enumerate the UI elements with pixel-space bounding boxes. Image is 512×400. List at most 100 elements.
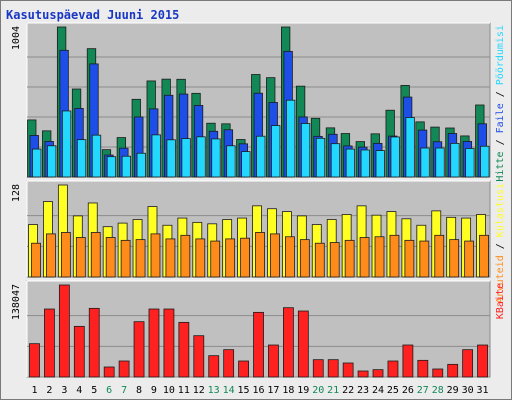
x-tick-label: 6 xyxy=(106,385,112,396)
bar-sites xyxy=(180,234,191,278)
bar-kbytes xyxy=(372,369,384,378)
legend-entry: Pöördumisi xyxy=(495,25,506,85)
bar-kbytes xyxy=(253,311,264,378)
bar-sites xyxy=(150,233,161,278)
x-tick-label: 8 xyxy=(136,385,142,396)
bar-pages xyxy=(450,142,460,178)
bar-pages xyxy=(211,138,221,178)
bar-pages xyxy=(47,145,57,178)
chart-panels: 1004 Hitte / Faile / Pöördumisi 128 Arvutei… xyxy=(11,22,506,378)
x-tick-label: 11 xyxy=(178,385,190,396)
bar-kbytes xyxy=(342,362,354,378)
bar-kbytes xyxy=(402,344,414,378)
bar-kbytes xyxy=(208,355,220,378)
legend-separator: / xyxy=(495,237,506,255)
bar-sites xyxy=(314,242,325,278)
bar-sites xyxy=(285,236,295,278)
x-tick-label: 5 xyxy=(91,385,97,396)
bar-sites xyxy=(195,238,206,278)
bar-sites xyxy=(449,239,460,278)
legend-entry: Hitte xyxy=(495,151,506,181)
bar-sites xyxy=(464,240,475,278)
bar-kbytes xyxy=(283,307,294,378)
bar-sites xyxy=(31,242,41,278)
x-tick-label: 7 xyxy=(121,385,127,396)
bar-pages xyxy=(480,145,490,178)
bar-kbytes xyxy=(133,321,145,378)
x-tick-label: 19 xyxy=(297,385,309,396)
bar-sites xyxy=(46,233,56,278)
legend-entry: Külastusi xyxy=(495,183,506,237)
bar-kbytes xyxy=(357,370,369,378)
bar-pages xyxy=(465,148,475,178)
bar-kbytes xyxy=(238,360,249,378)
bar-kbytes xyxy=(417,359,429,378)
bar-sites xyxy=(344,239,355,278)
bar-kbytes xyxy=(58,284,70,378)
bar-pages xyxy=(166,139,176,178)
bar-pages xyxy=(330,143,341,178)
bar-kbytes xyxy=(103,366,115,378)
bar-kbytes xyxy=(29,343,40,378)
legend-entry: Faile xyxy=(495,103,506,133)
bar-sites xyxy=(419,240,430,278)
y-max-label: 1004 xyxy=(11,26,22,50)
bar-sites xyxy=(434,234,445,278)
x-tick-label: 18 xyxy=(282,385,294,396)
bar-kbytes xyxy=(312,359,324,378)
legend-entry: KBaite xyxy=(495,283,506,319)
bar-sites xyxy=(404,239,415,278)
chart-title: Kasutuspäevad Juuni 2015 xyxy=(6,8,179,22)
bar-sites xyxy=(165,238,176,278)
bar-pages xyxy=(375,150,385,178)
x-tick-label: 17 xyxy=(267,385,279,396)
bar-pages xyxy=(286,99,296,178)
bar-pages xyxy=(241,151,251,178)
bar-sites xyxy=(60,232,71,278)
x-tick-label: 1 xyxy=(31,385,37,396)
x-tick-label: 16 xyxy=(252,385,264,396)
bar-kbytes xyxy=(268,344,279,378)
bar-sites xyxy=(225,238,236,278)
bar-sites xyxy=(90,232,101,278)
bar-kbytes xyxy=(223,349,235,378)
bar-pages xyxy=(300,123,311,178)
bar-kbytes xyxy=(73,325,85,378)
bar-sites xyxy=(255,232,265,278)
bar-pages xyxy=(390,136,400,178)
bar-pages xyxy=(256,135,266,178)
legend-separator: / xyxy=(495,85,506,103)
x-tick-label: 28 xyxy=(432,385,444,396)
bar-kbytes xyxy=(163,308,175,378)
bar-sites xyxy=(299,239,310,278)
bar-kbytes xyxy=(432,368,444,378)
bar-sites xyxy=(359,237,370,278)
x-tick-label: 31 xyxy=(477,385,489,396)
bar-pages xyxy=(76,139,87,178)
bar-kbytes xyxy=(44,308,55,378)
legend: KBaite xyxy=(495,283,506,319)
legend: Arvuteid / Külastusi xyxy=(495,183,506,303)
x-tick-label: 4 xyxy=(76,385,82,396)
bar-kbytes xyxy=(297,310,309,378)
legend: Hitte / Faile / Pöördumisi xyxy=(495,25,506,182)
bar-kbytes xyxy=(462,349,474,378)
bar-pages xyxy=(196,136,206,178)
x-tick-label: 27 xyxy=(417,385,429,396)
bar-sites xyxy=(479,234,489,278)
x-tick-label: 9 xyxy=(151,385,157,396)
x-tick-label: 2 xyxy=(46,385,52,396)
x-tick-label: 14 xyxy=(223,385,235,396)
bar-pages xyxy=(181,138,191,178)
x-tick-label: 20 xyxy=(312,385,324,396)
y-max-label: 128 xyxy=(11,184,22,202)
x-tick-label: 21 xyxy=(327,385,339,396)
bar-kbytes xyxy=(178,321,190,378)
bar-sites xyxy=(105,237,116,278)
bar-pages xyxy=(226,145,236,178)
bar-pages xyxy=(435,147,445,178)
bar-sites xyxy=(270,233,280,278)
bar-pages xyxy=(345,148,356,178)
bar-kbytes xyxy=(88,307,100,378)
